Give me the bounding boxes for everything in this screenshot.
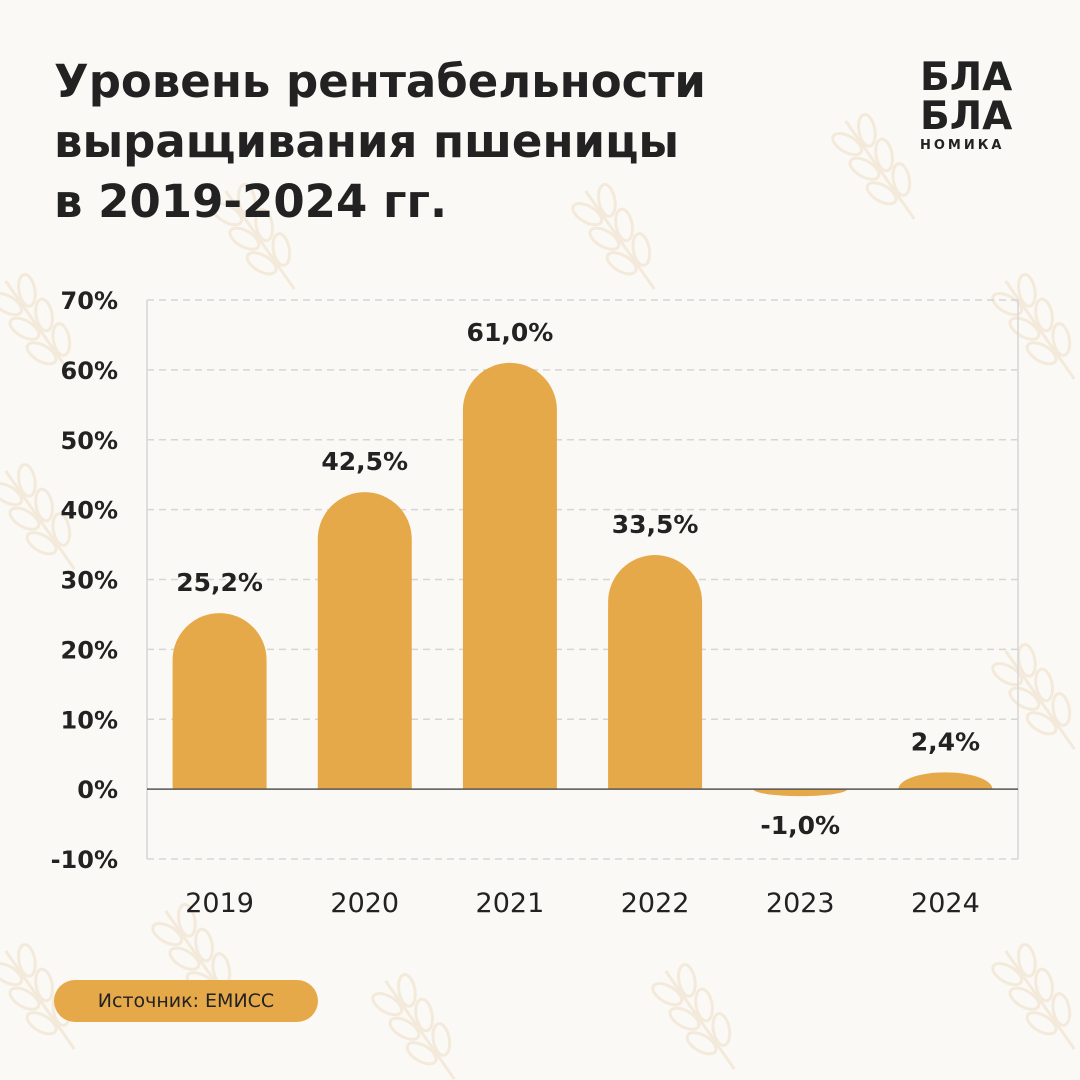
logo-line-1: БЛА	[920, 55, 1013, 100]
x-tick-label: 2024	[911, 888, 980, 919]
bar-value-label: 42,5%	[321, 447, 408, 476]
source-label: Источник: ЕМИСС	[97, 990, 275, 1012]
page-title: Уровень рентабельности выращивания пшени…	[54, 52, 706, 232]
bar-value-label: 33,5%	[612, 510, 699, 539]
y-tick-label: 50%	[61, 427, 118, 455]
y-tick-label: 40%	[61, 497, 118, 525]
x-tick-label: 2021	[476, 888, 545, 919]
y-tick-label: 20%	[61, 636, 118, 664]
x-tick-label: 2022	[621, 888, 690, 919]
logo-line-3: НОМИКА	[920, 138, 1005, 153]
source-badge: Источник: ЕМИСС	[54, 980, 318, 1022]
bar-value-label: -1,0%	[760, 811, 840, 840]
x-tick-label: 2019	[185, 888, 254, 919]
y-tick-label: -10%	[51, 846, 118, 874]
bar	[172, 613, 267, 790]
x-tick-label: 2023	[766, 888, 835, 919]
logo-line-2: БЛА	[920, 94, 1013, 139]
x-tick-label: 2020	[330, 888, 399, 919]
bar-value-label: 25,2%	[176, 568, 263, 597]
brand-logo: БЛА БЛА НОМИКА	[920, 58, 1024, 153]
title-line-3: в 2019-2024 гг.	[54, 175, 448, 228]
bar-value-label: 2,4%	[911, 727, 980, 756]
bar	[317, 492, 412, 790]
y-tick-label: 60%	[61, 357, 118, 385]
y-tick-label: 70%	[61, 287, 118, 315]
title-line-1: Уровень рентабельности	[54, 55, 706, 108]
y-tick-label: 30%	[61, 567, 118, 595]
title-line-2: выращивания пшеницы	[54, 115, 680, 168]
y-tick-label: 10%	[61, 706, 118, 734]
bar	[753, 789, 848, 797]
bar	[608, 555, 703, 790]
bar	[898, 772, 993, 790]
bar	[462, 362, 557, 790]
bar-value-label: 61,0%	[467, 318, 554, 347]
y-tick-label: 0%	[77, 776, 118, 804]
